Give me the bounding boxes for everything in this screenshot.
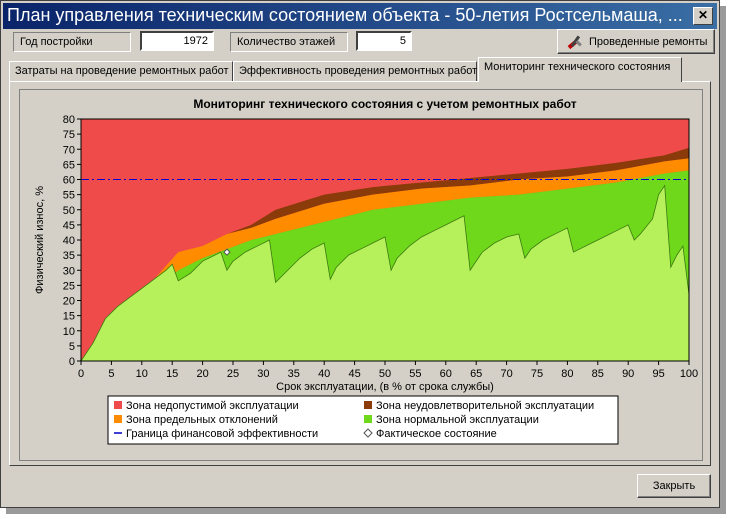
- y-tick-label: 45: [63, 220, 75, 232]
- chart-legend: [107, 395, 619, 445]
- zone-unsatisfactory: [81, 147, 689, 361]
- y-tick-label: 10: [63, 326, 75, 338]
- x-tick-label: 70: [500, 368, 512, 380]
- close-button[interactable]: Закрыть: [637, 474, 711, 498]
- x-tick-label: 25: [227, 368, 239, 380]
- y-tick-label: 60: [63, 175, 75, 187]
- x-tick-label: 80: [561, 368, 573, 380]
- y-tick-label: 75: [63, 129, 75, 141]
- actual-state-marker: [223, 248, 231, 256]
- main-window: План управления техническим состоянием о…: [0, 0, 720, 508]
- legend-label: Зона недопустимой эксплуатации: [126, 400, 299, 412]
- repairs-button-label: Проведенные ремонты: [589, 36, 708, 48]
- y-tick-label: 50: [63, 205, 75, 217]
- legend-swatch: [364, 415, 372, 423]
- chart-title: Мониторинг технического состояния с учет…: [193, 97, 576, 111]
- x-tick-label: 0: [78, 368, 84, 380]
- x-tick-label: 15: [166, 368, 178, 380]
- y-tick-label: 40: [63, 235, 75, 247]
- y-tick-label: 5: [69, 341, 75, 353]
- year-field[interactable]: 1972: [140, 31, 214, 51]
- y-tick-label: 55: [63, 190, 75, 202]
- x-tick-label: 40: [318, 368, 330, 380]
- zone-limit-deviations: [81, 158, 689, 361]
- title-bar[interactable]: План управления техническим состоянием о…: [3, 3, 717, 29]
- x-tick-label: 10: [136, 368, 148, 380]
- x-tick-label: 100: [680, 368, 698, 380]
- window-title: План управления техническим состоянием о…: [7, 5, 683, 25]
- x-tick-label: 20: [196, 368, 208, 380]
- x-tick-label: 85: [592, 368, 604, 380]
- condition-chart: Мониторинг технического состояния с учет…: [34, 97, 698, 445]
- legend-label: Зона предельных отклонений: [126, 414, 278, 426]
- tab-label: Затраты на проведение ремонтных работ: [15, 65, 229, 77]
- y-tick-label: 35: [63, 250, 75, 262]
- x-tick-label: 35: [288, 368, 300, 380]
- tab-repair-efficiency[interactable]: Эффективность проведения ремонтных работ: [233, 61, 477, 81]
- legend-label: Граница финансовой эффективности: [126, 428, 318, 440]
- x-axis-label: Срок эксплуатации, (в % от срока службы): [276, 381, 494, 393]
- floors-label: Количество этажей: [230, 32, 348, 52]
- y-tick-label: 20: [63, 296, 75, 308]
- close-icon[interactable]: ✕: [693, 7, 713, 25]
- y-tick-label: 25: [63, 280, 75, 292]
- actual-state-line: [80, 184, 690, 362]
- tools-icon: [566, 33, 584, 51]
- y-tick-label: 80: [63, 114, 75, 126]
- repairs-button[interactable]: Проведенные ремонты: [557, 29, 715, 54]
- tab-label: Мониторинг технического состояния: [484, 61, 671, 73]
- floors-field[interactable]: 5: [356, 31, 412, 51]
- year-label: Год постройки: [13, 32, 131, 52]
- tab-panel: [9, 81, 711, 466]
- y-axis-label: Физический износ, %: [34, 186, 46, 294]
- zone-normal: [81, 170, 689, 361]
- x-tick-label: 5: [108, 368, 114, 380]
- tab-label: Эффективность проведения ремонтных работ: [239, 65, 478, 77]
- y-tick-label: 0: [69, 356, 75, 368]
- y-tick-label: 15: [63, 311, 75, 323]
- y-tick-label: 65: [63, 159, 75, 171]
- legend-swatch: [363, 428, 373, 438]
- legend-swatch: [114, 401, 122, 409]
- close-button-label: Закрыть: [652, 480, 696, 492]
- chart-container: Мониторинг технического состояния с учет…: [19, 89, 703, 461]
- x-tick-label: 45: [348, 368, 360, 380]
- legend-label: Зона нормальной эксплуатации: [376, 414, 539, 426]
- x-tick-label: 30: [257, 368, 269, 380]
- tab-repair-costs[interactable]: Затраты на проведение ремонтных работ: [9, 61, 233, 81]
- y-tick-label: 30: [63, 265, 75, 277]
- x-tick-label: 60: [440, 368, 452, 380]
- y-tick-label: 70: [63, 144, 75, 156]
- legend-swatch: [114, 415, 122, 423]
- actual-state-area: [81, 185, 689, 361]
- legend-label: Фактическое состояние: [376, 428, 497, 440]
- legend-swatch: [364, 401, 372, 409]
- x-tick-label: 75: [531, 368, 543, 380]
- tab-condition-monitoring[interactable]: Мониторинг технического состояния: [478, 57, 682, 82]
- x-tick-label: 50: [379, 368, 391, 380]
- x-tick-label: 90: [622, 368, 634, 380]
- x-tick-label: 95: [652, 368, 664, 380]
- x-tick-label: 55: [409, 368, 421, 380]
- x-tick-label: 65: [470, 368, 482, 380]
- legend-label: Зона неудовлетворительной эксплуатации: [376, 400, 594, 412]
